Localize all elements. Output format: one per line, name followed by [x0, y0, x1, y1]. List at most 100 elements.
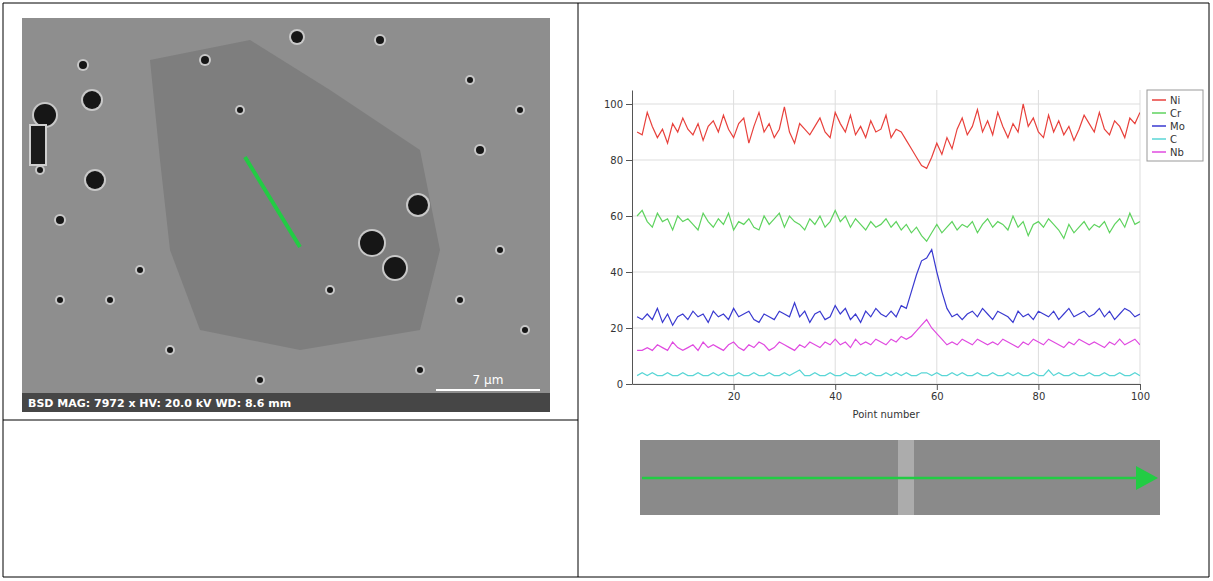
- sem-pore: [374, 34, 386, 46]
- tick-mark: [1038, 384, 1039, 390]
- grid-line-x: [1140, 90, 1141, 384]
- scale-bar: [436, 389, 540, 391]
- sem-pore: [376, 36, 384, 44]
- sem-pore: [417, 367, 423, 373]
- tick: 40: [610, 267, 632, 278]
- sem-image: BSD MAG: 7972 x HV: 20.0 kV WD: 8.6 mm 7 …: [22, 18, 550, 412]
- sem-pore: [34, 104, 56, 126]
- tick-label: 0: [617, 379, 623, 390]
- table-border: [1209, 3, 1210, 577]
- legend-label: Cr: [1170, 108, 1182, 119]
- table-border: [578, 3, 579, 577]
- sem-pore: [406, 193, 430, 217]
- sem-pore: [384, 257, 406, 279]
- legend-swatch: [1152, 99, 1166, 101]
- sem-pore: [83, 91, 101, 109]
- tick-label: 20: [728, 391, 741, 402]
- table-border: [3, 577, 1209, 578]
- sem-pore: [84, 169, 106, 191]
- sem-pore: [81, 89, 103, 111]
- sem-pore: [289, 29, 305, 45]
- sem-pore: [476, 146, 484, 154]
- y-axis: 020406080100: [604, 91, 633, 390]
- axis-line: [632, 91, 633, 385]
- sem-pore: [105, 295, 115, 305]
- sem-pore: [54, 214, 66, 226]
- tick-mark: [734, 384, 735, 390]
- sem-pore: [457, 297, 463, 303]
- sem-pore: [520, 325, 530, 335]
- legend-label: Mo: [1170, 121, 1185, 132]
- legend-swatch: [1152, 138, 1166, 140]
- strip-arrow-line: [642, 477, 1142, 480]
- tick-label: 80: [1033, 391, 1046, 402]
- sem-pore: [167, 347, 173, 353]
- sem-grain: [150, 40, 440, 350]
- tick-label: 100: [1131, 391, 1150, 402]
- sem-pore: [199, 54, 211, 66]
- legend-swatch: [1152, 151, 1166, 153]
- sem-pore: [474, 144, 486, 156]
- legend-swatch: [1152, 112, 1166, 114]
- sem-pore: [107, 297, 113, 303]
- sem-pore: [86, 171, 104, 189]
- grid-line-y: [632, 272, 1140, 273]
- sem-pore: [165, 345, 175, 355]
- sem-pore: [135, 265, 145, 275]
- plot-lines: [637, 104, 1140, 376]
- sem-pore: [382, 255, 408, 281]
- tick: 40: [829, 384, 842, 402]
- tick-mark: [626, 384, 632, 385]
- tick-mark: [626, 216, 632, 217]
- tick-mark: [626, 160, 632, 161]
- sem-pore: [467, 77, 473, 83]
- legend-label: Ni: [1170, 95, 1180, 106]
- scale-bar-label: 7 µm: [473, 373, 504, 387]
- sem-background: [22, 18, 550, 412]
- tick: 60: [610, 211, 632, 222]
- tick: 20: [610, 323, 632, 334]
- table-border: [3, 420, 578, 421]
- legend-box: [1147, 90, 1203, 161]
- sem-pore: [255, 375, 265, 385]
- tick: 0: [617, 379, 632, 390]
- grid-line-y: [632, 328, 1140, 329]
- sem-pore: [257, 377, 263, 383]
- line-chart: 02040608010020406080100Point numberNiCrM…: [604, 90, 1203, 420]
- tick-label: 40: [610, 267, 623, 278]
- sem-pore: [201, 56, 209, 64]
- legend-label: Nb: [1170, 147, 1184, 158]
- sem-pore: [291, 31, 303, 43]
- series-line: [637, 210, 1140, 241]
- image-caption: BSD MAG: 7972 x HV: 20.0 kV WD: 8.6 mm: [28, 397, 291, 410]
- tick: 60: [931, 384, 944, 402]
- grid-line-x: [733, 90, 734, 384]
- tick-mark: [626, 104, 632, 105]
- strip-arrow-head: [1136, 466, 1158, 490]
- legend-label: C: [1170, 134, 1177, 145]
- tick-label: 60: [610, 211, 623, 222]
- table-frame: [3, 3, 1209, 577]
- tick-mark: [937, 384, 938, 390]
- grid-line-y: [632, 104, 1140, 105]
- sem-pore: [522, 327, 528, 333]
- sem-pore: [360, 231, 384, 255]
- caption-band: [22, 393, 550, 412]
- sem-pore: [56, 216, 64, 224]
- sem-pore: [515, 105, 525, 115]
- sem-pore: [77, 59, 89, 71]
- series-line: [637, 370, 1140, 376]
- tick-mark: [835, 384, 836, 390]
- legend: Ni Cr Mo C Nb: [1147, 90, 1203, 161]
- grid-line-y: [632, 160, 1140, 161]
- tick-mark: [626, 272, 632, 273]
- tick-label: 60: [931, 391, 944, 402]
- x-axis-title: Point number: [852, 409, 920, 420]
- grid-line-y: [632, 216, 1140, 217]
- scan-strip: [640, 440, 1160, 515]
- tick: 100: [604, 99, 632, 110]
- sem-pore: [55, 295, 65, 305]
- sem-pore: [237, 107, 243, 113]
- tick: 80: [1033, 384, 1046, 402]
- series-line: [637, 320, 1140, 351]
